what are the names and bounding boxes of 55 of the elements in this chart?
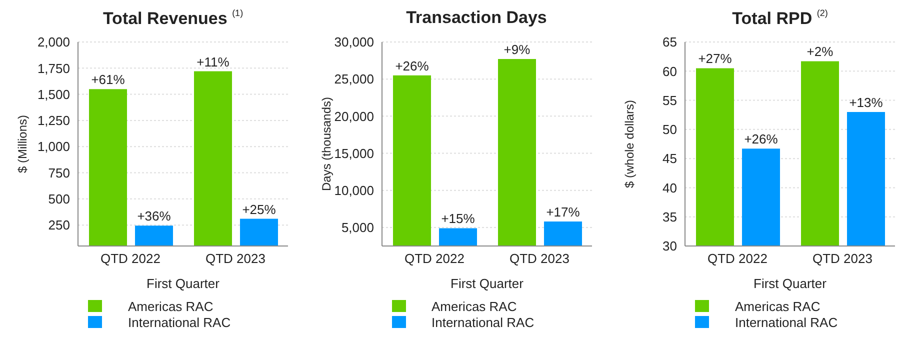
legend-label: Americas RAC [432,298,517,314]
x-axis-title: First Quarter [754,276,828,291]
legend-label: International RAC [735,314,838,330]
annotation: +2% [806,44,834,60]
y-tick-label: 10,000 [334,182,374,198]
y-tick-label: 15,000 [334,146,374,161]
y-tick-label: 55 [662,92,677,108]
y-tick-label: 1,500 [37,86,70,102]
legend-label: Americas RAC [128,298,214,314]
y-tick-label: 40 [662,180,677,196]
y-tick-label: 35 [662,209,677,224]
y-tick-label: 45 [662,151,677,166]
annotation: +15% [440,211,475,226]
legend-label: International RAC [128,314,231,330]
x-tick-label: QTD 2023 [206,251,266,266]
annotation: +36% [137,208,172,224]
x-tick-label: QTD 2022 [404,251,464,266]
y-tick-label: 50 [662,122,677,138]
y-tick-label: 750 [48,165,70,180]
x-tick-label: QTD 2023 [812,251,872,266]
y-tick-label: 5,000 [340,220,374,236]
y-tick-label: 250 [48,218,70,233]
y-tick-label: 500 [48,192,70,207]
y-tick-label: 25,000 [334,72,374,87]
y-axis-title: $ (whole dollars) [622,100,636,188]
x-tick-label: QTD 2022 [708,251,768,266]
annotation: +11% [196,54,230,70]
y-tick-label: 20,000 [334,108,374,124]
y-tick-label: 1,000 [37,139,70,154]
x-axis-title: First Quarter [450,276,524,291]
x-tick-label: QTD 2023 [509,251,569,266]
y-tick-label: 60 [662,64,677,79]
annotation: +26% [744,132,778,147]
y-tick-label: 1,750 [37,60,70,76]
annotation: +61% [91,72,126,88]
annotation: +13% [849,94,884,110]
y-axis-title: $ (Millions) [15,114,30,174]
y-tick-label: 30,000 [334,34,374,50]
x-axis-title: First Quarter [146,276,220,291]
x-tick-label: QTD 2022 [100,251,160,266]
y-axis-title: Days (thousands) [318,96,333,192]
legend-label: International RAC [432,314,534,330]
annotation: +17% [546,204,580,220]
annotation: +27% [698,51,732,66]
chart-title: Total Revenues $^{(1)}$ [102,8,244,30]
legend-label: Americas RAC [735,298,820,314]
annotation: +9% [503,42,530,58]
y-tick-label: 2,000 [37,34,70,50]
y-tick-label: 1,250 [37,113,70,128]
y-tick-label: 30 [662,238,677,254]
annotation: +26% [394,58,429,74]
y-tick-label: 65 [662,34,677,50]
annotation: +25% [242,202,276,217]
chart-title: Transaction Days [405,8,548,29]
chart-title: Total RPD $^{(2)}$ [731,8,829,30]
